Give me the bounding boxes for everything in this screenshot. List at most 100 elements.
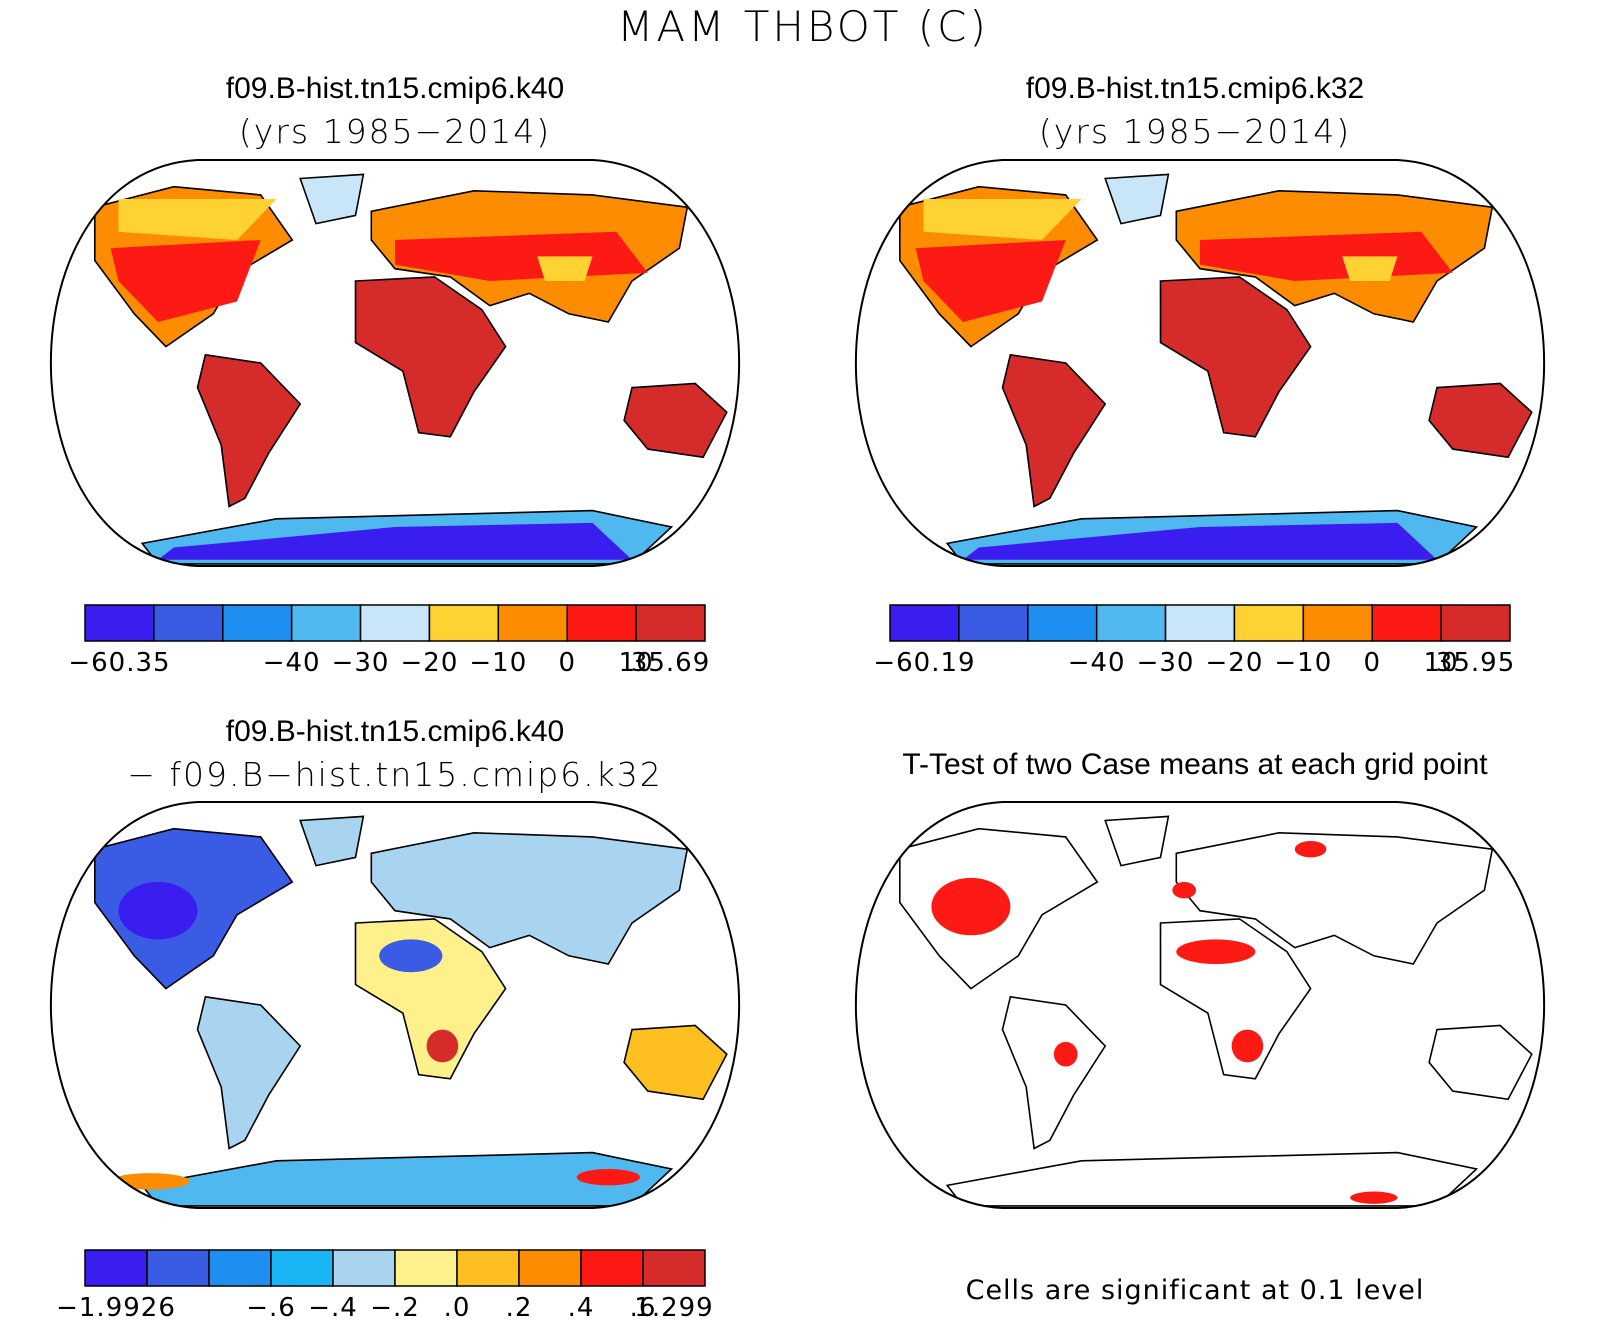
panel1-colorbar-label: 35.69: [631, 648, 710, 678]
panel2-colorbar-label: −40: [1068, 648, 1126, 678]
panel3-colorbar-label: .6: [630, 1293, 657, 1323]
panel1-colorbar-swatch: [635, 604, 706, 642]
panel4-footer: Cells are significant at 0.1 level: [965, 1275, 1425, 1306]
panel4-significant-cell: [1172, 882, 1197, 899]
panel3-colorbar-label: −1.9926: [56, 1293, 176, 1323]
panel3-south-america: [196, 995, 302, 1150]
panel4-map: [854, 801, 1546, 1209]
panel2-colorbar-swatch: [1027, 604, 1098, 642]
panel3-cold-anomaly-sahara: [379, 939, 443, 973]
panel2-warm-band-north-america: [915, 240, 1066, 322]
panel1-africa: [354, 276, 507, 438]
panel3-colorbar-swatch: [208, 1249, 272, 1287]
panel4-australia: [1428, 1024, 1533, 1101]
panel1-colorbar-swatch: [153, 604, 224, 642]
panel3-colorbar-swatch: [332, 1249, 396, 1287]
panel1-colorbar-swatch: [290, 604, 362, 642]
panel2-colorbar-label: 35.95: [1436, 648, 1515, 678]
panel1-greenland: [299, 173, 365, 225]
panel4-significant-cell: [1231, 1029, 1264, 1063]
panel3-subtitle: − f09.B−hist.tn15.cmip6.k32: [127, 755, 663, 794]
panel2-south-america: [1001, 353, 1107, 508]
panel1-colorbar-swatch: [84, 604, 155, 642]
panel2-map: [854, 159, 1546, 567]
panel4-significant-cell: [931, 877, 1011, 936]
panel2-arctic-cold-band: [923, 199, 1082, 240]
panel2-africa: [1159, 276, 1312, 438]
panel4-significant-cell: [1350, 1191, 1398, 1204]
panel3-australia: [623, 1024, 728, 1101]
panel2-colorbar-swatch: [1302, 604, 1373, 642]
panel3-colorbar-label: −.2: [370, 1293, 420, 1323]
panel1-title: f09.B-hist.tn15.cmip6.k40: [225, 72, 565, 105]
panel3-land-layer: [94, 815, 728, 1207]
panel3-warm-anomaly-antarctic-east: [576, 1169, 640, 1186]
panel1-colorbar-label: −60.35: [68, 648, 170, 678]
panel1-colorbar-label: −20: [401, 648, 459, 678]
panel3-cold-anomaly-north-america: [118, 882, 198, 940]
panel2-colorbar-label: −10: [1274, 648, 1332, 678]
panel1-map: [49, 159, 741, 567]
panel4-significant-cell: [1294, 841, 1327, 858]
panel2-colorbar-swatch: [1164, 604, 1236, 642]
panel3-colorbar-swatch: [84, 1249, 148, 1287]
panel4-eurasia: [1175, 831, 1494, 965]
panel4-significant-cell: [1176, 939, 1256, 964]
panel1-colorbar-label: −30: [332, 648, 390, 678]
panel2-colorbar-swatch: [1233, 604, 1305, 642]
panel3-colorbar-label: 1.299: [634, 1293, 713, 1323]
panel4-map-frame: [854, 801, 1546, 1209]
panel2-map-frame: [854, 159, 1546, 567]
panel1-arctic-cold-band: [118, 199, 277, 240]
panel4-significant-cell: [1053, 1041, 1078, 1067]
panel4-antarctica: [945, 1151, 1479, 1207]
panel1-map-frame: [49, 159, 741, 567]
panel4-south-america: [1001, 995, 1107, 1150]
panel2-australia: [1428, 382, 1533, 459]
panel3-colorbar-label: −.4: [308, 1293, 358, 1323]
panel3-colorbar-swatch: [456, 1249, 520, 1287]
panel1-tibet-cold-patch: [537, 256, 593, 281]
panel2-colorbar-swatch: [1095, 604, 1167, 642]
panel3-warm-anomaly-southern-africa: [426, 1029, 459, 1063]
panel3-colorbar-swatch: [394, 1249, 458, 1287]
panel1-australia: [623, 382, 728, 459]
panel3-map: [49, 801, 741, 1209]
panel2-colorbar-label: 10: [1424, 648, 1459, 678]
panel1-land-layer: [94, 173, 728, 565]
panel3-colorbar-swatch: [642, 1249, 706, 1287]
panel1-colorbar-swatch: [428, 604, 500, 642]
panel3-colorbar-swatch: [518, 1249, 582, 1287]
panel1-antarctic-interior: [158, 522, 632, 560]
panel3-colorbar-label: .0: [444, 1293, 471, 1323]
panel2-colorbar-label: −30: [1137, 648, 1195, 678]
panel3-colorbar: −1.9926 −.6 −.4 −.2 .0 .2 .4 .61.299: [56, 1249, 713, 1323]
panel4-land-layer: [899, 815, 1533, 1207]
panel3-antarctica: [140, 1151, 674, 1207]
panel2-colorbar-label: 0: [1363, 648, 1381, 678]
panel1-colorbar-swatch: [497, 604, 568, 642]
figure-title: MAM THBOT (C): [617, 2, 989, 51]
panel1-south-america: [196, 353, 302, 508]
panel1-colorbar-label: 10: [619, 648, 654, 678]
panel3-title: f09.B-hist.tn15.cmip6.k40: [225, 715, 565, 748]
panel2-colorbar-swatch: [1371, 604, 1442, 642]
panel1-colorbar-label: 0: [558, 648, 576, 678]
panel2-tibet-cold-patch: [1342, 256, 1398, 281]
panel2-colorbar-label: −60.19: [873, 648, 975, 678]
panel1-colorbar-swatch: [359, 604, 431, 642]
panel3-colorbar-swatch: [580, 1249, 644, 1287]
panel1-colorbar-swatch: [566, 604, 637, 642]
panel3-colorbar-label: .4: [568, 1293, 595, 1323]
panel2-land-layer: [899, 173, 1533, 565]
panel2-subtitle: (yrs 1985−2014): [1038, 112, 1352, 151]
panel2-colorbar-swatch: [1440, 604, 1511, 642]
panel4-greenland: [1104, 815, 1170, 867]
panel3-colorbar-label: .2: [506, 1293, 533, 1323]
panel2-greenland: [1104, 173, 1170, 225]
panel1-subtitle: (yrs 1985−2014): [238, 112, 552, 151]
panel3-colorbar-label: −.6: [246, 1293, 296, 1323]
panel2-antarctic-interior: [963, 522, 1437, 560]
